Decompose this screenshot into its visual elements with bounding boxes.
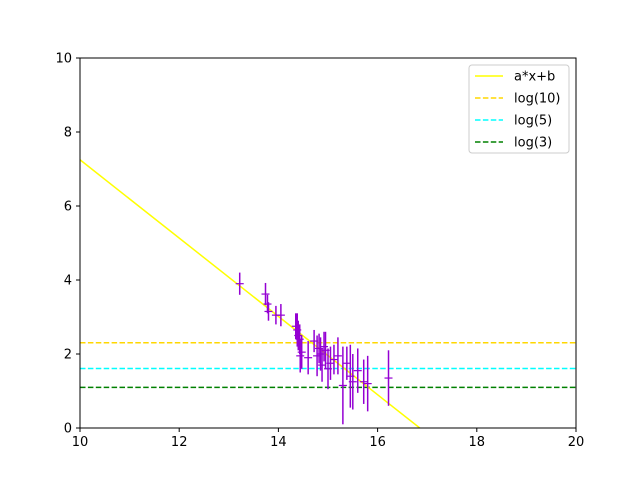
legend-label-0: a*x+b xyxy=(514,70,555,85)
legend-label-3: log(3) xyxy=(514,136,552,151)
legend-label-2: log(5) xyxy=(514,114,552,129)
y-tick-label-2: 4 xyxy=(64,274,72,289)
x-tick-label-1: 12 xyxy=(171,435,188,450)
x-tick-label-3: 16 xyxy=(369,435,386,450)
y-tick-label-0: 0 xyxy=(64,422,72,437)
y-tick-label-1: 2 xyxy=(64,348,72,363)
y-tick-label-3: 6 xyxy=(64,200,72,215)
y-tick-label-4: 8 xyxy=(64,126,72,141)
x-tick-label-0: 10 xyxy=(72,435,89,450)
x-tick-label-4: 18 xyxy=(469,435,486,450)
legend-label-1: log(10) xyxy=(514,92,561,107)
x-tick-label-2: 14 xyxy=(270,435,287,450)
x-tick-label-5: 20 xyxy=(568,435,585,450)
y-tick-label-5: 10 xyxy=(55,52,72,67)
